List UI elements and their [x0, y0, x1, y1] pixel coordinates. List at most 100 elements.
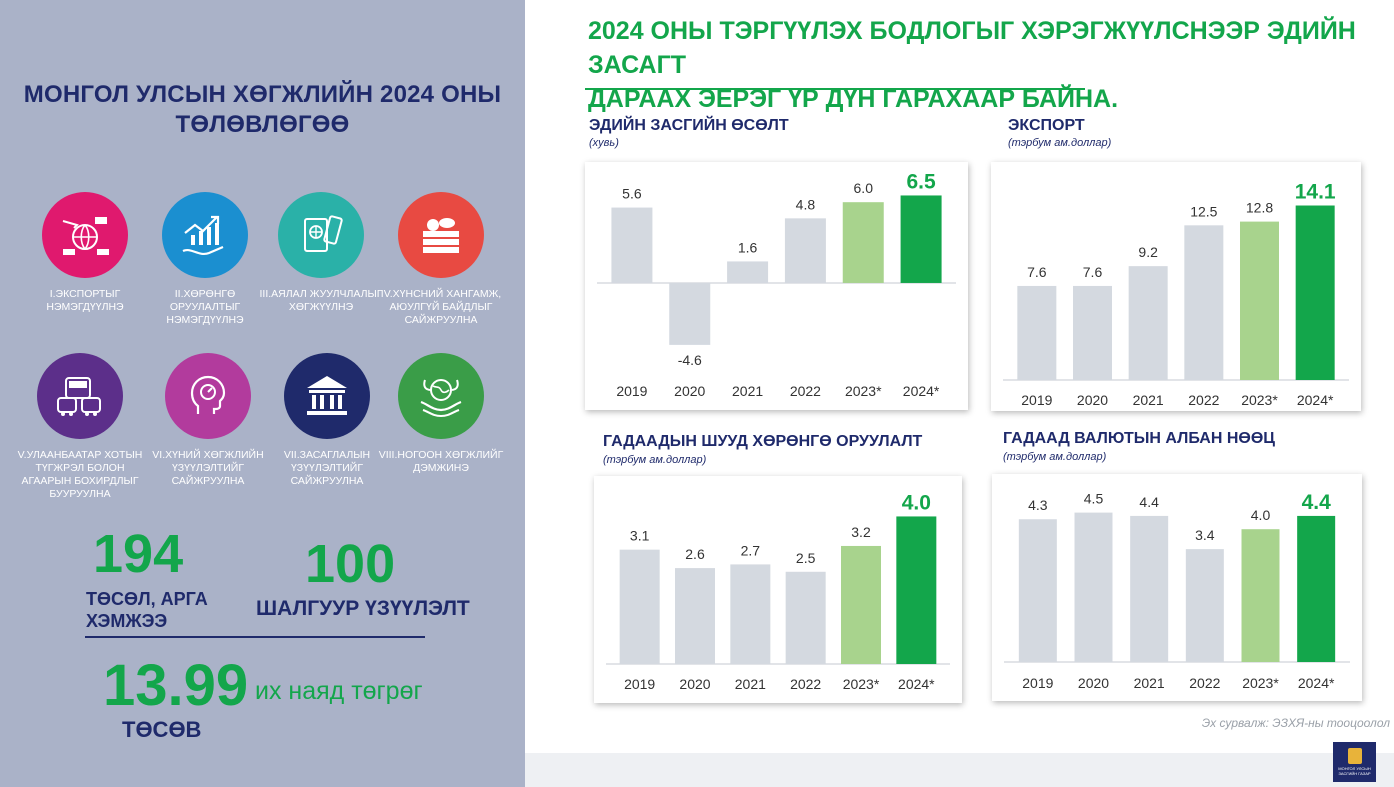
- goal-green: VIII.НОГООН ХӨГЖЛИЙГ ДЭМЖИНЭ: [376, 353, 506, 475]
- indicators-count: 100: [305, 534, 396, 594]
- x-tick-label: 2024*: [1298, 675, 1335, 691]
- chart-panel-reserves: 4.3 2019 4.5 2020 4.4 2021 3.4 2022 4.0 2023* 4.4 2…: [992, 474, 1362, 701]
- chart-unit-reserves: (тэрбум ам.доллар): [1003, 451, 1107, 463]
- budget-unit: их наяд төгрөг: [255, 677, 423, 705]
- bar-2024-forecast: [1297, 515, 1336, 662]
- goal-label: VI.ХҮНИЙ ХӨГЖЛИЙН ҮЗҮҮЛЭЛТИЙГ САЙЖРУУЛНА: [152, 449, 264, 487]
- bar-2022: [1185, 549, 1224, 662]
- headline-underline: [585, 88, 1085, 90]
- data-label: 3.1: [630, 528, 650, 544]
- data-label: 3.2: [851, 524, 871, 540]
- goal-human: VI.ХҮНИЙ ХӨГЖЛИЙН ҮЗҮҮЛЭЛТИЙГ САЙЖРУУЛНА: [143, 353, 273, 488]
- bar-2024-forecast: [896, 516, 937, 664]
- bar-2023-forecast: [842, 202, 884, 283]
- chart-panel-fdi: 3.1 2019 2.6 2020 2.7 2021 2.5 2022 3.2 2023* 4.0 2…: [594, 476, 962, 703]
- x-tick-label: 2023*: [843, 676, 880, 692]
- data-label: 1.6: [738, 239, 758, 255]
- data-label: 14.1: [1295, 181, 1336, 204]
- chart-unit-gdp-growth: (хувь): [589, 137, 619, 149]
- data-label: 4.8: [796, 196, 816, 212]
- headline-line-1: 2024 ОНЫ ТЭРГҮҮЛЭХ БОДЛОГЫГ ХЭРЭГЖҮҮЛСНЭ…: [588, 17, 1356, 79]
- data-label: 4.3: [1028, 497, 1048, 513]
- chart-title-gdp-growth: ЭДИЙН ЗАСГИЙН ӨСӨЛТ: [589, 117, 789, 134]
- chart-title-fdi: ГАДААДЫН ШУУД ХӨРӨНГӨ ОРУУЛАЛТ: [603, 433, 923, 450]
- goal-label: VII.ЗАСАГЛАЛЫН ҮЗҮҮЛЭЛТИЙГ САЙЖРУУЛНА: [283, 449, 371, 487]
- stats-divider: [85, 636, 425, 638]
- data-label: 2.5: [796, 550, 816, 566]
- x-tick-label: 2023*: [845, 383, 882, 399]
- government-logo: МОНГОЛ УЛСЫН ЗАСГИЙН ГАЗАР: [1333, 742, 1376, 782]
- x-tick-label: 2022: [790, 676, 821, 692]
- data-label: 6.0: [854, 180, 874, 196]
- chart-svg-gdp-growth: 5.6 2019 -4.6 2020 1.6 2021 4.8 2022 6.0 2023* 6.5…: [597, 170, 956, 399]
- budget-label: ТӨСӨВ: [122, 717, 202, 742]
- goal-tourism: III.АЯЛАЛ ЖУУЛЧЛАЛЫГ ХӨГЖҮҮЛНЭ: [256, 192, 386, 314]
- x-tick-label: 2022: [1188, 392, 1219, 408]
- soyombo-emblem-icon: [1347, 748, 1362, 764]
- data-label: 6.5: [906, 170, 936, 193]
- data-label: 7.6: [1083, 264, 1103, 280]
- chart-svg-fdi: 3.1 2019 2.6 2020 2.7 2021 2.5 2022 3.2 2023* 4.0 2…: [606, 491, 950, 692]
- food-basket-icon: [398, 192, 484, 278]
- x-tick-label: 2019: [624, 676, 655, 692]
- x-tick-label: 2021: [1133, 392, 1164, 408]
- bar-2020: [1074, 512, 1113, 662]
- chart-title-export: ЭКСПОРТ: [1008, 117, 1085, 134]
- bar-2024-forecast: [1295, 205, 1335, 380]
- goal-label: I.ЭКСПОРТЫГ НЭМЭГДҮҮЛНЭ: [46, 288, 124, 313]
- budget-amount: 13.99: [103, 653, 249, 718]
- data-label: 9.2: [1138, 244, 1158, 260]
- bar-2019: [1018, 519, 1057, 662]
- bar-2022: [785, 571, 826, 664]
- x-tick-label: 2022: [790, 383, 821, 399]
- x-tick-label: 2020: [1077, 392, 1108, 408]
- headline: 2024 ОНЫ ТЭРГҮҮЛЭХ БОДЛОГЫГ ХЭРЭГЖҮҮЛСНЭ…: [588, 14, 1388, 116]
- bar-2021: [1130, 515, 1169, 662]
- x-tick-label: 2024*: [898, 676, 935, 692]
- x-tick-label: 2020: [1078, 675, 1109, 691]
- x-tick-label: 2024*: [903, 383, 940, 399]
- bar-2021: [730, 564, 771, 664]
- bar-2019: [619, 549, 660, 664]
- green-earth-icon: [398, 353, 484, 439]
- bar-2023-forecast: [841, 545, 881, 664]
- x-tick-label: 2019: [1021, 392, 1052, 408]
- bar-2021: [727, 261, 769, 283]
- goal-governance: VII.ЗАСАГЛАЛЫН ҮЗҮҮЛЭЛТИЙГ САЙЖРУУЛНА: [262, 353, 392, 488]
- export-icon: [42, 192, 128, 278]
- investment-growth-icon: [162, 192, 248, 278]
- chart-panel-export: 7.6 2019 7.6 2020 9.2 2021 12.5 2022 12.8 2023* 14…: [991, 162, 1361, 411]
- chart-svg-reserves: 4.3 2019 4.5 2020 4.4 2021 3.4 2022 4.0 2023* 4.4 2…: [1004, 491, 1350, 691]
- x-tick-label: 2024*: [1297, 392, 1334, 408]
- x-tick-label: 2023*: [1242, 675, 1279, 691]
- data-label: 12.5: [1190, 203, 1217, 219]
- goal-food: IV.ХҮНСНИЙ ХАНГАМЖ, АЮУЛГҮЙ БАЙДЛЫГ САЙЖ…: [376, 192, 506, 327]
- bar-2022: [784, 218, 826, 283]
- x-tick-label: 2021: [735, 676, 766, 692]
- plan-title: МОНГОЛ УЛСЫН ХӨГЖЛИЙН 2024 ОНЫ ТӨЛӨВЛӨГӨ…: [23, 81, 502, 138]
- human-head-icon: [165, 353, 251, 439]
- goal-label: VIII.НОГООН ХӨГЖЛИЙГ ДЭМЖИНЭ: [378, 449, 504, 474]
- chart-title-reserves: ГАДААД ВАЛЮТЫН АЛБАН НӨӨЦ: [1003, 430, 1275, 447]
- bar-2020: [675, 568, 715, 664]
- traffic-icon: [37, 353, 123, 439]
- goal-label: II.ХӨРӨНГӨ ОРУУЛАЛТЫГ НЭМЭГДҮҮЛНЭ: [166, 288, 244, 326]
- x-tick-label: 2019: [616, 383, 647, 399]
- data-label: 2.6: [685, 546, 705, 562]
- left-panel: МОНГОЛ УЛСЫН ХӨГЖЛИЙН 2024 ОНЫ ТӨЛӨВЛӨГӨ…: [0, 0, 525, 787]
- data-label: 7.6: [1027, 264, 1047, 280]
- bar-2020: [1073, 285, 1112, 380]
- x-tick-label: 2023*: [1241, 392, 1278, 408]
- bar-2022: [1184, 225, 1224, 380]
- indicators-label: ШАЛГУУР ҮЗҮҮЛЭЛТ: [256, 597, 470, 620]
- x-tick-label: 2022: [1189, 675, 1220, 691]
- chart-svg-export: 7.6 2019 7.6 2020 9.2 2021 12.5 2022 12.8 2023* 14…: [1003, 181, 1349, 408]
- bar-2023-forecast: [1241, 529, 1280, 662]
- projects-count: 194: [93, 524, 184, 584]
- chart-unit-export: (тэрбум ам.доллар): [1008, 137, 1112, 149]
- passport-icon: [278, 192, 364, 278]
- data-label: 2.7: [741, 542, 761, 558]
- goal-investment: II.ХӨРӨНГӨ ОРУУЛАЛТЫГ НЭМЭГДҮҮЛНЭ: [140, 192, 270, 327]
- data-label: 4.0: [1251, 507, 1271, 523]
- goal-label: III.АЯЛАЛ ЖУУЛЧЛАЛЫГ ХӨГЖҮҮЛНЭ: [259, 288, 383, 313]
